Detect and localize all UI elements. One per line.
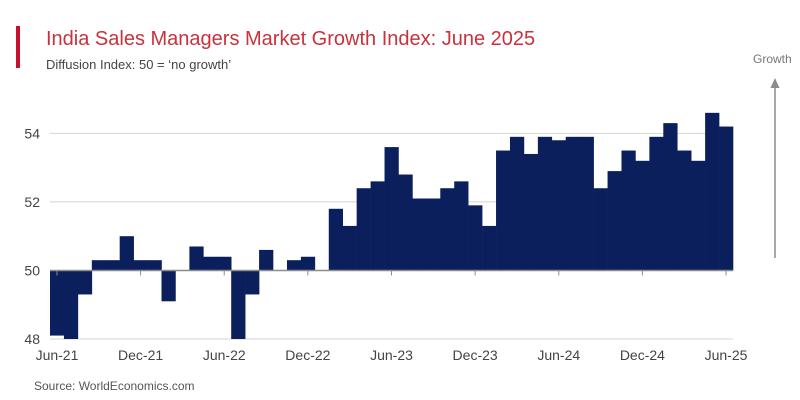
bar-Jan-24 [482, 225, 497, 271]
bar-Mar-23 [342, 225, 357, 271]
bar-Mar-24 [509, 136, 525, 271]
bar-Sep-23 [426, 198, 441, 271]
bar-May-24 [537, 136, 553, 271]
bar-Aug-21 [77, 270, 93, 295]
y-tick-label: 52 [24, 194, 40, 210]
bar-Mar-25 [677, 150, 692, 271]
x-tick-label: Dec-23 [453, 347, 498, 363]
title-accent-bar [16, 26, 20, 68]
x-tick-label: Dec-22 [285, 347, 330, 363]
bar-May-23 [370, 181, 385, 271]
x-tick-label: Jun-24 [537, 347, 580, 363]
bar-Jun-23 [384, 147, 399, 271]
bar-May-22 [203, 256, 218, 271]
bar-Jun-25 [719, 126, 734, 271]
bar-Aug-22 [245, 270, 260, 295]
bar-Jul-22 [231, 270, 246, 339]
bar-Jul-21 [63, 270, 79, 339]
bar-Apr-25 [691, 160, 706, 271]
bar-Sep-24 [593, 188, 608, 271]
bar-Feb-24 [496, 150, 511, 271]
bar-Oct-24 [607, 171, 622, 271]
tick-labels: 48 50 52 54 Jun-21 Dec-21 Jun-22 Dec-22 Jun-23 De… [24, 125, 747, 363]
bar-Apr-24 [523, 153, 539, 271]
bar-May-25 [705, 112, 720, 271]
chart-title: India Sales Managers Market Growth Index… [46, 28, 536, 50]
bar-Nov-21 [119, 236, 134, 271]
bar-Sep-21 [91, 260, 107, 271]
bar-Nov-23 [454, 181, 469, 271]
bar-Jul-24 [565, 136, 580, 271]
x-tick-label: Dec-21 [118, 347, 163, 363]
bar-Apr-22 [189, 246, 204, 271]
x-tick-label: Jun-22 [203, 347, 246, 363]
x-tick-label: Dec-24 [620, 347, 665, 363]
x-tick-label: Jun-25 [705, 347, 748, 363]
bar-Jun-22 [217, 256, 232, 271]
bar-Apr-23 [356, 188, 371, 271]
growth-arrow-icon [770, 78, 780, 258]
bar-Dec-22 [300, 256, 316, 271]
bar-Nov-24 [621, 150, 636, 271]
y-tick-label: 50 [24, 262, 40, 278]
y-tick-label: 48 [24, 331, 40, 347]
bar-Jan-22 [147, 260, 162, 271]
source-note: Source: WorldEconomics.com [34, 379, 195, 393]
x-tick-label: Jun-23 [370, 347, 413, 363]
bar-Oct-21 [105, 260, 120, 271]
y-tick-label: 54 [24, 125, 40, 141]
bar-Jun-24 [551, 140, 567, 271]
bar-Dec-23 [468, 205, 483, 271]
bar-Jul-23 [398, 174, 413, 271]
bar-Dec-24 [635, 160, 650, 271]
axes [50, 269, 733, 276]
bars [50, 112, 734, 339]
bar-Nov-22 [286, 260, 302, 271]
bar-Dec-21 [133, 260, 148, 271]
bar-Aug-23 [412, 198, 427, 271]
bar-Aug-24 [579, 136, 594, 271]
bar-Sep-22 [259, 249, 274, 271]
bar-Jun-21 [50, 270, 65, 336]
chart-subtitle: Diffusion Index: 50 = ‘no growth’ [46, 57, 232, 72]
bar-Jan-25 [649, 136, 664, 271]
bar-Oct-23 [440, 188, 455, 271]
bar-Feb-22 [161, 270, 176, 302]
bar-Feb-25 [663, 123, 678, 271]
bar-Feb-23 [328, 208, 344, 271]
growth-label: Growth [753, 52, 792, 66]
x-tick-label: Jun-21 [36, 347, 79, 363]
